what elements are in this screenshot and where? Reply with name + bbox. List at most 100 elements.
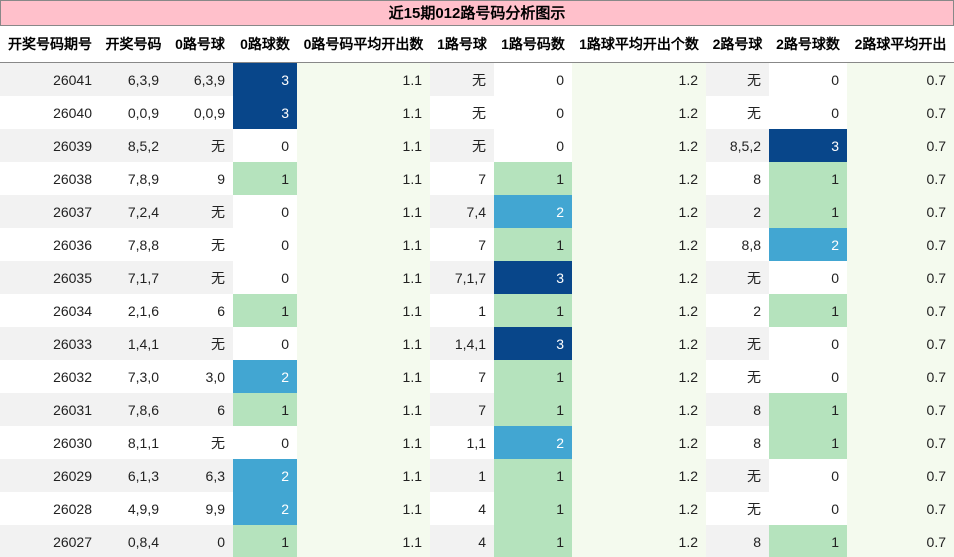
table-cell: 7 bbox=[430, 393, 494, 426]
table-cell: 0 bbox=[233, 195, 297, 228]
table-cell: 4 bbox=[478, 500, 486, 517]
table-row: 26032 7,3,0 3,0 2 1.1 7 1 1.2 无 0 0.7 bbox=[0, 360, 954, 393]
table-cell: 0.7 bbox=[847, 96, 954, 129]
table-cell: 0.7 bbox=[847, 393, 954, 426]
table-row: 26033 1,4,1 无 0 1.1 1,4,1 3 1.2 无 0 0.7 bbox=[0, 327, 954, 360]
table-cell: 1.2 bbox=[572, 426, 706, 459]
header-row: 开奖号码期号 开奖号码 0路号球 0路球数 0路号码平均开出数 1路号球 1路号码数 1路球平… bbox=[0, 26, 954, 63]
table-cell: 1.1 bbox=[297, 261, 430, 294]
table-cell: 26040 bbox=[53, 104, 92, 121]
header-cell: 1路号球 bbox=[430, 26, 494, 63]
table-cell: 8 bbox=[706, 525, 769, 557]
table-cell: 7,4 bbox=[430, 195, 494, 228]
table-cell: 1.2 bbox=[572, 360, 706, 393]
table-cell: 26037 bbox=[0, 195, 100, 228]
table-cell: 1.2 bbox=[572, 129, 706, 162]
table-cell: 1.1 bbox=[297, 492, 430, 525]
table-cell: 1.2 bbox=[572, 492, 706, 525]
table-cell: 0,0,9 bbox=[193, 104, 225, 121]
table-cell: 无 bbox=[706, 327, 769, 360]
table-cell: 1 bbox=[494, 459, 572, 492]
table-cell: 1.1 bbox=[297, 228, 430, 261]
table-title: 近15期012路号码分析图示 bbox=[0, 0, 954, 26]
table-cell: 7,8,6 bbox=[100, 393, 167, 426]
table-cell: 0,0,9 bbox=[127, 104, 159, 121]
table-cell: 无 bbox=[747, 500, 761, 517]
table-cell: 1.2 bbox=[572, 62, 706, 96]
table-cell: 26039 bbox=[0, 129, 100, 162]
table-cell: 7,8,8 bbox=[127, 236, 159, 253]
table-cell: 1 bbox=[430, 459, 494, 492]
table-cell: 0 bbox=[769, 492, 847, 525]
table-cell: 无 bbox=[747, 104, 761, 121]
table-cell: 1.2 bbox=[572, 162, 706, 195]
table-cell: 无 bbox=[211, 236, 225, 253]
table-cell: 26041 bbox=[0, 62, 100, 96]
table-cell: 3 bbox=[233, 96, 297, 129]
table-cell: 0 bbox=[769, 360, 847, 393]
table-cell: 无 bbox=[430, 129, 494, 162]
table-cell: 1 bbox=[769, 195, 847, 228]
table-cell: 无 bbox=[167, 327, 233, 360]
table-cell: 7,2,4 bbox=[100, 195, 167, 228]
table-row: 26027 0,8,4 0 1 1.1 4 1 1.2 8 1 0.7 bbox=[0, 525, 954, 557]
table-row: 26035 7,1,7 无 0 1.1 7,1,7 3 1.2 无 0 0.7 bbox=[0, 261, 954, 294]
table-cell: 0 bbox=[494, 129, 572, 162]
table-cell: 0 bbox=[769, 62, 847, 96]
table-cell: 8,1,1 bbox=[127, 434, 159, 451]
table-cell: 6,1,3 bbox=[100, 459, 167, 492]
table-row: 26034 2,1,6 6 1 1.1 1 1 1.2 2 1 0.7 bbox=[0, 294, 954, 327]
table-cell: 9,9 bbox=[205, 500, 225, 517]
table-cell: 0 bbox=[769, 261, 847, 294]
table-cell: 无 bbox=[167, 129, 233, 162]
table-cell: 无 bbox=[706, 62, 769, 96]
table-cell: 7,1,7 bbox=[100, 261, 167, 294]
table-cell: 6,3,9 bbox=[167, 62, 233, 96]
table-cell: 3 bbox=[769, 129, 847, 162]
table-row: 26031 7,8,6 6 1 1.1 7 1 1.2 8 1 0.7 bbox=[0, 393, 954, 426]
table-cell: 1.2 bbox=[572, 96, 706, 129]
table-cell: 2 bbox=[233, 360, 297, 393]
table-cell: 26038 bbox=[53, 170, 92, 187]
table-cell: 8,5,2 bbox=[100, 129, 167, 162]
header-cell: 开奖号码 bbox=[100, 26, 167, 63]
table-row: 26030 8,1,1 无 0 1.1 1,1 2 1.2 8 1 0.7 bbox=[0, 426, 954, 459]
table-cell: 26027 bbox=[0, 525, 100, 557]
table-cell: 0 bbox=[769, 96, 847, 129]
table-cell: 0.7 bbox=[847, 228, 954, 261]
table-cell: 8 bbox=[753, 434, 761, 451]
table-cell: 1.1 bbox=[297, 96, 430, 129]
header-cell: 0路号码平均开出数 bbox=[297, 26, 430, 63]
table-cell: 1.1 bbox=[297, 525, 430, 557]
table-cell: 无 bbox=[167, 261, 233, 294]
table-cell: 无 bbox=[430, 62, 494, 96]
header-cell: 1路球平均开出个数 bbox=[572, 26, 706, 63]
header-cell: 0路球数 bbox=[233, 26, 297, 63]
table-cell: 4 bbox=[430, 525, 494, 557]
table-cell: 2 bbox=[753, 302, 761, 319]
table-cell: 1.1 bbox=[297, 294, 430, 327]
table-cell: 1 bbox=[769, 426, 847, 459]
table-cell: 1.1 bbox=[297, 162, 430, 195]
table-cell: 1.1 bbox=[297, 360, 430, 393]
table-row: 26040 0,0,9 0,0,9 3 1.1 无 0 1.2 无 0 0.7 bbox=[0, 96, 954, 129]
table-cell: 1.2 bbox=[572, 327, 706, 360]
table-cell: 1,4,1 bbox=[430, 327, 494, 360]
table-cell: 2 bbox=[233, 492, 297, 525]
table-cell: 0.7 bbox=[847, 195, 954, 228]
table-cell: 4,9,9 bbox=[127, 500, 159, 517]
table-cell: 2 bbox=[233, 459, 297, 492]
table-cell: 0.7 bbox=[847, 360, 954, 393]
table-cell: 无 bbox=[167, 195, 233, 228]
table-row: 26037 7,2,4 无 0 1.1 7,4 2 1.2 2 1 0.7 bbox=[0, 195, 954, 228]
table-cell: 8 bbox=[753, 170, 761, 187]
table-cell: 1 bbox=[494, 360, 572, 393]
table-cell: 1.2 bbox=[572, 393, 706, 426]
table-cell: 0 bbox=[233, 426, 297, 459]
table-cell: 26028 bbox=[53, 500, 92, 517]
table-cell: 0.7 bbox=[847, 327, 954, 360]
table-cell: 0.7 bbox=[847, 162, 954, 195]
header-cell: 2路球平均开出 bbox=[847, 26, 954, 63]
table-cell: 2,1,6 bbox=[127, 302, 159, 319]
header-cell: 1路号码数 bbox=[494, 26, 572, 63]
